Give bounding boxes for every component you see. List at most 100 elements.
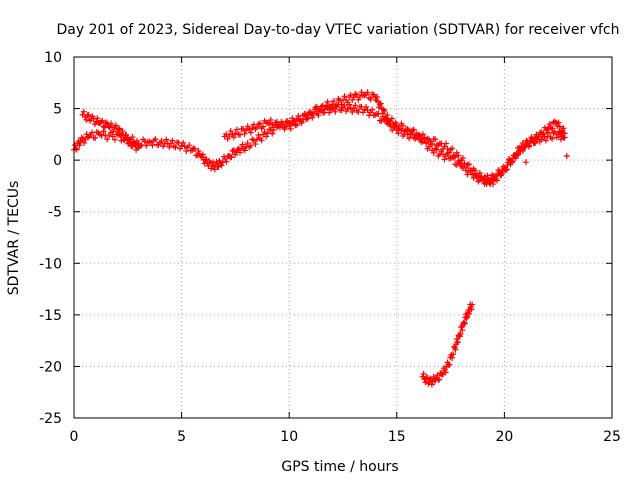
data-point [442,369,449,376]
data-point [433,146,440,153]
data-point [330,98,337,105]
data-point [149,142,156,149]
data-point [350,94,357,101]
data-point [555,119,562,126]
data-point [344,99,351,106]
data-point [519,140,526,147]
data-point [470,174,477,181]
data-point [232,130,239,137]
data-point [243,127,250,134]
data-point [364,89,371,96]
data-point [326,109,333,116]
y-tick-label: 0 [53,153,62,169]
data-point [452,346,459,353]
data-point [76,142,83,149]
data-point [229,131,236,138]
data-point [298,120,305,127]
x-tick-label: 15 [388,429,406,445]
y-tick-label: 10 [44,50,62,66]
data-point [104,136,111,143]
data-point [143,142,150,149]
data-point [270,124,277,131]
data-point [430,373,437,380]
data-point [246,125,253,132]
data-point [347,92,354,99]
data-point [476,169,483,176]
data-point [461,319,468,326]
data-point [98,132,105,139]
tick-layer: 0 5 10 15 20 25 -25 -20 -15 -10 -5 0 5 10 [39,50,621,445]
data-point [81,139,88,146]
data-point [453,336,460,343]
data-point [241,147,248,154]
data-point [416,132,423,139]
data-point [514,145,521,152]
data-point [469,171,476,178]
data-point [256,120,263,127]
data-point [503,166,510,173]
data-point [424,374,431,381]
data-point [253,136,260,143]
data-point [237,131,244,138]
data-point [180,139,187,146]
data-point [444,150,451,157]
data-point [252,141,259,148]
data-point [461,320,468,327]
data-point [310,110,317,117]
data-point [490,181,497,188]
data-point [508,158,515,165]
data-point [423,140,430,147]
data-point [367,96,374,103]
data-point [152,136,159,143]
data-point [450,351,457,358]
x-axis-label: GPS time / hours [281,459,398,475]
data-point [123,131,130,138]
series-track-c [419,301,476,388]
data-point [439,151,446,158]
data-point [438,148,445,155]
data-point [553,134,560,141]
data-point [484,172,491,179]
data-point [395,130,402,137]
data-point [540,130,547,137]
data-point [561,130,568,137]
data-point [321,106,328,113]
data-point [243,143,250,150]
data-point [237,149,244,156]
data-point [393,122,400,129]
data-point [375,111,382,118]
data-point [525,142,532,149]
y-tick-label: -10 [39,256,62,272]
data-point [115,125,122,132]
data-point [130,138,137,145]
data-point [191,146,198,153]
data-point [419,131,426,138]
x-tick-label: 10 [280,429,298,445]
data-point [126,136,133,143]
data-point [552,129,559,136]
data-point [276,124,283,131]
data-point [430,149,437,156]
data-point [384,111,391,118]
data-point [420,370,427,377]
data-point [442,140,449,147]
data-point [126,139,133,146]
data-point [138,142,145,149]
data-point [467,167,474,174]
data-point [352,102,359,109]
plot-frame [73,56,613,419]
data-point [223,158,230,165]
data-point [406,135,413,142]
data-layer [71,89,570,388]
data-point [241,130,248,137]
data-point [219,159,226,166]
data-point [482,175,489,182]
data-point [353,91,360,98]
data-point [166,144,173,151]
data-point [380,106,387,113]
data-point [92,134,99,141]
x-tick-label: 20 [495,429,513,445]
data-point [223,131,230,138]
y-tick-label: -5 [48,205,62,221]
data-point [344,106,351,113]
